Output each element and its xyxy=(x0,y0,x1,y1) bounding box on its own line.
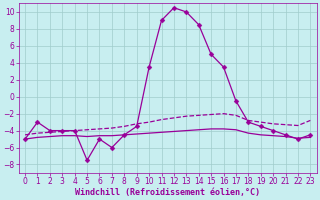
X-axis label: Windchill (Refroidissement éolien,°C): Windchill (Refroidissement éolien,°C) xyxy=(75,188,260,197)
